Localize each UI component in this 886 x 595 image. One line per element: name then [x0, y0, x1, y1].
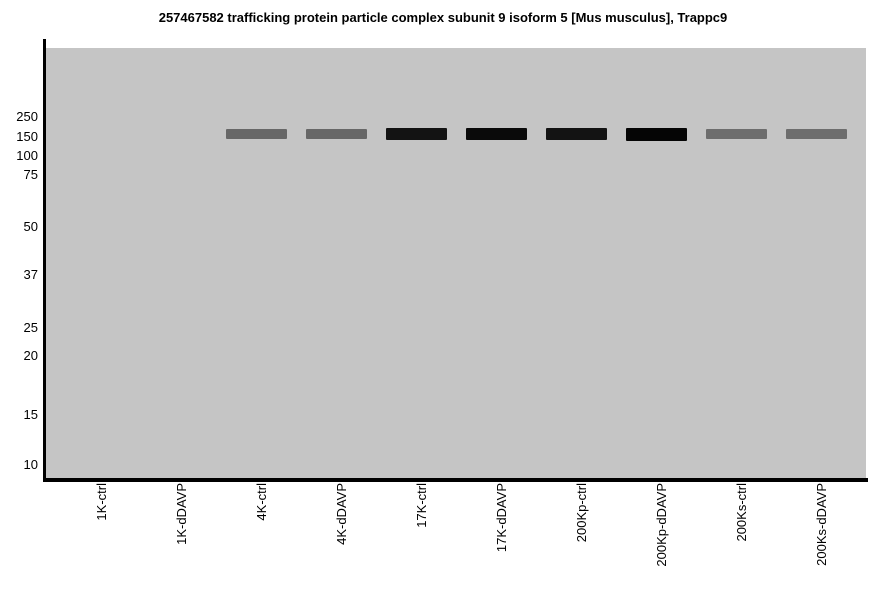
- mw-marker-50: 50: [23, 219, 38, 234]
- mw-marker-75: 75: [23, 167, 38, 182]
- protein-band-200Ks-dDAVP: [786, 129, 847, 139]
- mw-marker-10: 10: [23, 457, 38, 472]
- mw-marker-15: 15: [23, 407, 38, 422]
- protein-band-200Ks-ctrl: [706, 129, 767, 139]
- figure-title: 257467582 trafficking protein particle c…: [158, 10, 728, 25]
- y-axis-line: [43, 39, 46, 482]
- mw-marker-250: 250: [16, 109, 38, 124]
- lane-label-200Kp-dDAVP: 200Kp-dDAVP: [654, 483, 669, 567]
- lane-label-17K-dDAVP: 17K-dDAVP: [494, 483, 509, 553]
- lane-label-4K-ctrl: 4K-ctrl: [254, 483, 269, 521]
- lane-label-17K-ctrl: 17K-ctrl: [414, 483, 429, 528]
- mw-marker-25: 25: [23, 320, 38, 335]
- protein-band-17K-dDAVP: [466, 128, 527, 140]
- protein-band-200Kp-dDAVP: [626, 128, 687, 141]
- protein-band-4K-dDAVP: [306, 129, 367, 139]
- lane-label-1K-ctrl: 1K-ctrl: [94, 483, 109, 521]
- protein-band-17K-ctrl: [386, 128, 447, 140]
- gel-area: [46, 48, 866, 478]
- lane-label-200Ks-dDAVP: 200Ks-dDAVP: [814, 483, 829, 566]
- lane-label-200Ks-ctrl: 200Ks-ctrl: [734, 483, 749, 542]
- mw-marker-100: 100: [16, 148, 38, 163]
- protein-band-4K-ctrl: [226, 129, 287, 139]
- lane-label-200Kp-ctrl: 200Kp-ctrl: [574, 483, 589, 543]
- lane-label-1K-dDAVP: 1K-dDAVP: [174, 483, 189, 545]
- mw-marker-20: 20: [23, 348, 38, 363]
- mw-marker-37: 37: [23, 267, 38, 282]
- x-axis-line: [43, 478, 868, 482]
- mw-marker-labels: 250 150 100 75 50 37 25 20 15 10: [0, 0, 41, 595]
- mw-marker-150: 150: [16, 129, 38, 144]
- lane-label-4K-dDAVP: 4K-dDAVP: [334, 483, 349, 545]
- protein-band-200Kp-ctrl: [546, 128, 607, 140]
